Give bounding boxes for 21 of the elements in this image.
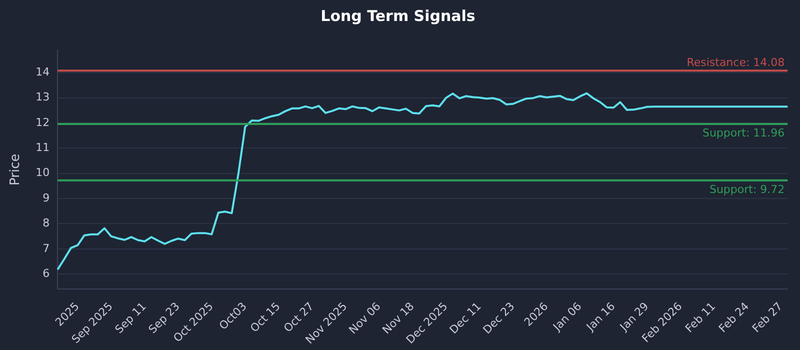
ref-line-label: Support: 9.72 [709, 182, 785, 196]
y-tick-label: 10 [36, 166, 50, 180]
y-tick-label: 13 [36, 90, 50, 104]
y-tick-label: 11 [36, 141, 50, 154]
ref-line-label: Resistance: 14.08 [686, 56, 785, 70]
chart-title: Long Term Signals [320, 6, 476, 25]
y-tick-label: 14 [36, 66, 50, 79]
x-tick-label: Oct 15 [248, 300, 283, 335]
x-tick-label: Jan 06 [550, 300, 584, 334]
y-tick-label: 7 [42, 242, 50, 255]
ref-line-label: Support: 11.96 [702, 126, 785, 140]
y-axis-title: Price [8, 154, 24, 186]
y-tick-label: 6 [42, 266, 50, 280]
x-tick-label: Jan 16 [583, 300, 618, 334]
y-tick-label: 9 [42, 191, 50, 204]
y-tick-label: 8 [42, 216, 50, 230]
x-tick-label: Sep 11 [112, 300, 149, 336]
y-tick-label: 12 [36, 116, 50, 129]
x-tick-label: Feb 11 [682, 300, 718, 336]
x-tick-label: Feb 27 [750, 300, 786, 336]
x-tick-label: Feb 24 [716, 300, 752, 336]
